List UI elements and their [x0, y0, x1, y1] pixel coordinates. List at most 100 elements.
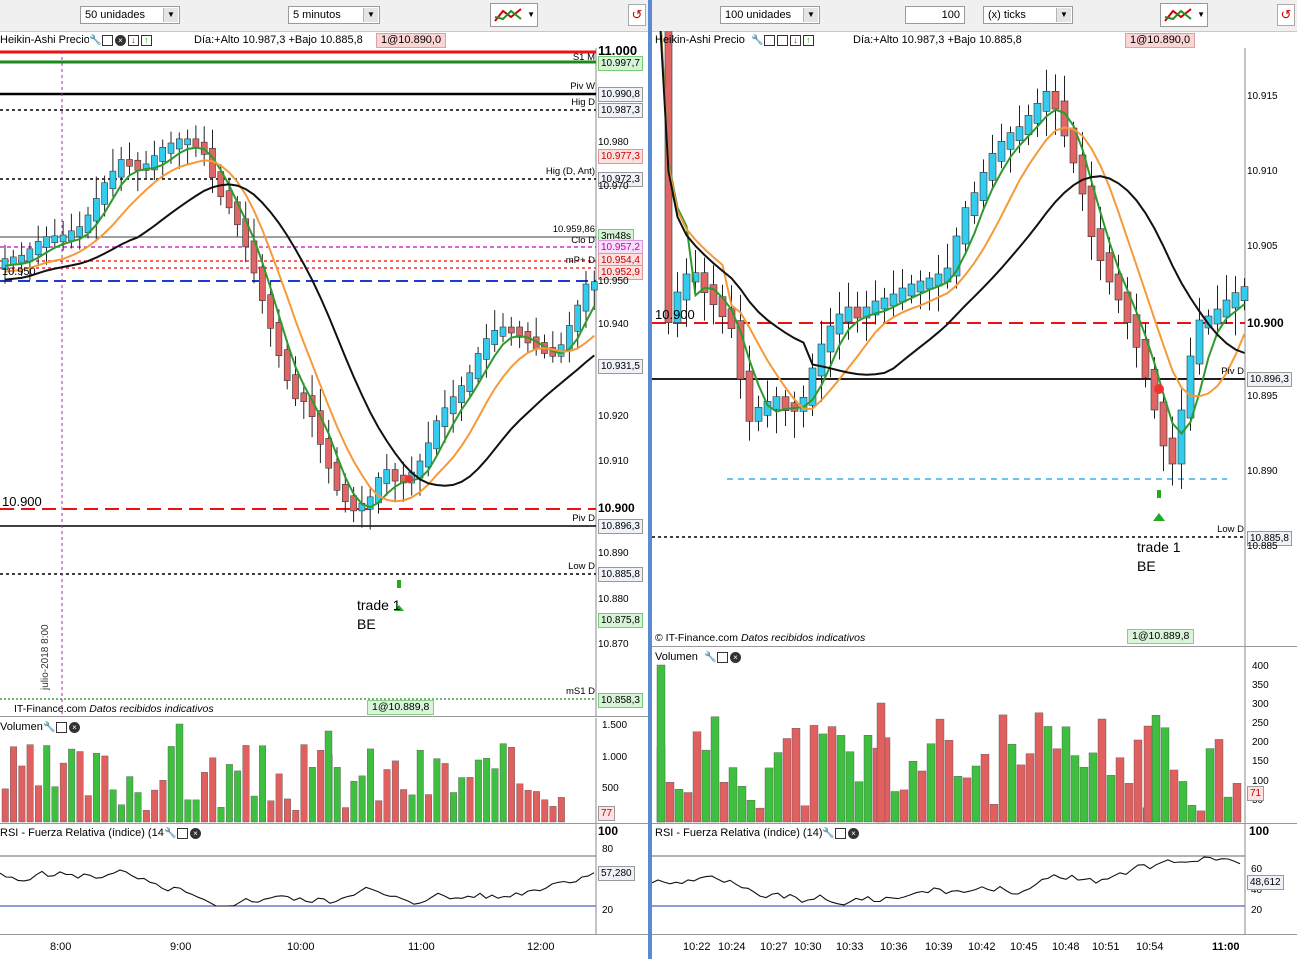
right-units-select[interactable]: 100 unidades ▼: [720, 6, 820, 24]
price-label: 10.970: [598, 181, 629, 192]
volume-bar: [746, 800, 756, 823]
close-icon[interactable]: ×: [730, 651, 741, 663]
volume-bar: [93, 753, 101, 823]
left-rsi-chart: [0, 824, 597, 934]
candle-body: [574, 304, 582, 332]
candle-body: [34, 241, 42, 256]
window-icon[interactable]: [177, 827, 188, 839]
left-trade-result: BE: [357, 616, 376, 632]
left-rsi-title: RSI - Fuerza Relativa (índice) (14): [0, 827, 168, 839]
window-splitter[interactable]: [648, 0, 652, 959]
close-icon[interactable]: ×: [848, 827, 859, 839]
wrench-icon[interactable]: 🔧: [43, 721, 56, 733]
right-ticks-value: (x) ticks: [988, 9, 1026, 21]
candle-body: [483, 338, 490, 360]
price-label: 10.915: [1247, 91, 1278, 102]
rsi-axis-20: 20: [602, 905, 614, 916]
volume-bar: [10, 746, 18, 823]
candle-body: [491, 329, 499, 345]
left-chart-header: Heikin-Ashi Precio 🔧 × ↓ ↑ Día:+Alto 10.987…: [0, 32, 596, 49]
volume-bar-peak: [656, 664, 666, 823]
window-icon[interactable]: [102, 34, 113, 46]
candle-body: [1114, 273, 1123, 301]
price-label: 10.895: [1247, 391, 1278, 402]
left-interval-select[interactable]: 5 minutos ▼: [288, 6, 380, 24]
volume-bar: [391, 760, 399, 823]
candle-body: [862, 306, 871, 319]
volume-bar: [953, 776, 963, 823]
candle-body: [844, 306, 853, 323]
candle-body: [1087, 185, 1096, 237]
divider: [0, 823, 648, 824]
time-label: 10:48: [1052, 941, 1080, 953]
price-label: 10.880: [598, 594, 629, 605]
close-icon[interactable]: ×: [115, 34, 126, 46]
price-label: 10.875,8: [598, 613, 643, 628]
left-footer: IT-Finance.com Datos recibidos indicativ…: [14, 703, 214, 715]
volume-bar: [284, 798, 291, 823]
arrow-up-icon[interactable]: ↑: [803, 34, 814, 46]
left-price-chart[interactable]: [0, 31, 648, 716]
candle-body: [93, 198, 100, 222]
candle-body: [68, 230, 75, 242]
wrench-icon[interactable]: 🔧: [704, 651, 717, 663]
arrow-down-icon[interactable]: ↓: [128, 34, 139, 46]
candle-body: [1231, 292, 1240, 309]
candle-body: [1204, 315, 1213, 329]
window-icon[interactable]: [56, 721, 67, 733]
volume-bar: [1115, 757, 1125, 823]
volume-bar: [300, 744, 308, 823]
volume-bar: [524, 789, 532, 823]
left-indicators-button[interactable]: ▼: [490, 3, 538, 27]
right-qty-input[interactable]: 100: [905, 6, 965, 24]
volume-bar: [917, 770, 927, 823]
candle-body: [267, 294, 274, 329]
window-icon[interactable]: [764, 34, 775, 46]
bell-icon[interactable]: [777, 34, 788, 46]
candle-body: [350, 495, 357, 512]
ma-medium-line: [659, 31, 1246, 411]
close-icon[interactable]: ×: [69, 721, 80, 733]
rsi-line: [0, 869, 595, 907]
wrench-icon[interactable]: 🔧: [822, 827, 835, 839]
price-label: 10.885,8: [598, 567, 643, 582]
right-ticks-select[interactable]: (x) ticks ▼: [983, 6, 1073, 24]
volume-bar: [665, 782, 675, 823]
volume-bar: [1025, 753, 1035, 823]
right-trade-result: BE: [1137, 558, 1156, 574]
right-footer-status: Datos recibidos indicativos: [740, 632, 866, 644]
ma-fast-line: [660, 31, 1246, 436]
left-units-select[interactable]: 50 unidades ▼: [80, 6, 180, 24]
wrench-icon[interactable]: 🔧: [164, 827, 177, 839]
candle-body: [176, 138, 183, 150]
window-icon[interactable]: [717, 651, 728, 663]
volume-bar: [408, 794, 416, 823]
window-icon[interactable]: [835, 827, 846, 839]
volume-bar: [250, 795, 258, 823]
right-alert-icon[interactable]: ↺: [1277, 4, 1295, 26]
volume-bar: [962, 777, 972, 823]
volume-bar: [1, 788, 9, 823]
right-indicators-button[interactable]: ▼: [1160, 3, 1208, 27]
volume-bar: [275, 773, 283, 823]
volume-bar: [701, 749, 711, 823]
left-alert-icon[interactable]: ↺: [628, 4, 646, 26]
candle-body: [466, 372, 474, 392]
candle-body: [134, 159, 142, 171]
right-position-badge: 1@10.890,0: [1125, 33, 1196, 48]
wrench-icon[interactable]: 🔧: [89, 34, 102, 46]
close-icon[interactable]: ×: [190, 827, 201, 839]
divider: [652, 934, 1297, 935]
arrow-down-icon[interactable]: ↓: [790, 34, 801, 46]
right-price-chart[interactable]: [652, 31, 1297, 646]
candle-body: [225, 190, 233, 209]
vol-axis-1500: 1.500: [602, 720, 628, 731]
left-price-tag-10950: 10.950: [2, 266, 36, 278]
wrench-icon[interactable]: 🔧: [751, 34, 764, 46]
buy-arrow-stem: [1157, 490, 1161, 498]
volume-bar: [1061, 726, 1071, 823]
volume-bar: [450, 792, 457, 823]
left-vol-last: 77: [598, 806, 616, 821]
arrow-up-icon[interactable]: ↑: [141, 34, 152, 46]
price-label: 10.910: [1247, 166, 1278, 177]
